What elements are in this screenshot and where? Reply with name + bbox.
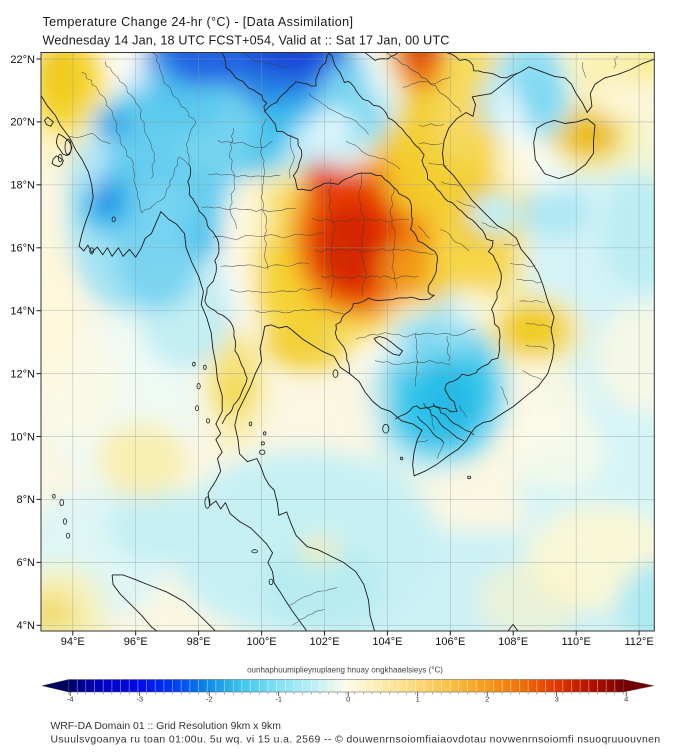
svg-text:0: 0 (346, 695, 350, 704)
svg-text:22°N: 22°N (10, 54, 35, 66)
svg-text:14°N: 14°N (10, 306, 35, 318)
svg-text:4: 4 (624, 695, 628, 704)
svg-text:100°E: 100°E (247, 636, 277, 648)
svg-text:-3: -3 (136, 695, 143, 704)
svg-text:112°E: 112°E (624, 636, 653, 648)
svg-text:Wednesday 14 Jan, 18 UTC FCST+: Wednesday 14 Jan, 18 UTC FCST+054, Valid… (43, 34, 450, 48)
svg-text:94°E: 94°E (61, 636, 85, 648)
svg-text:8°N: 8°N (17, 494, 36, 506)
svg-text:3: 3 (555, 695, 559, 704)
svg-text:4°N: 4°N (17, 620, 36, 632)
svg-text:10°N: 10°N (10, 431, 35, 443)
svg-text:102°E: 102°E (309, 636, 339, 648)
svg-text:110°E: 110°E (562, 636, 591, 648)
svg-text:-1: -1 (275, 695, 282, 704)
svg-text:96°E: 96°E (124, 636, 148, 648)
svg-text:18°N: 18°N (10, 180, 35, 192)
svg-text:12°N: 12°N (10, 368, 35, 380)
svg-text:16°N: 16°N (10, 243, 35, 255)
svg-text:106°E: 106°E (435, 636, 465, 648)
svg-text:ounhaphuumiplieynuplaeng hnuay: ounhaphuumiplieynuplaeng hnuay ongkhaael… (247, 666, 443, 675)
svg-text:6°N: 6°N (17, 557, 36, 569)
svg-text:-2: -2 (206, 695, 213, 704)
svg-text:2: 2 (485, 695, 489, 704)
svg-text:Temperature Change 24-hr (°C): Temperature Change 24-hr (°C) - [Data As… (43, 15, 354, 29)
svg-text:108°E: 108°E (498, 636, 528, 648)
svg-text:-4: -4 (67, 695, 74, 704)
svg-text:98°E: 98°E (187, 636, 211, 648)
svg-text:WRF-DA Domain 01 :: Grid Resol: WRF-DA Domain 01 :: Grid Resolution 9km … (51, 721, 281, 732)
svg-text:104°E: 104°E (372, 636, 402, 648)
svg-text:20°N: 20°N (10, 117, 35, 129)
svg-text:1: 1 (416, 695, 420, 704)
svg-text:Usuulsvgoanya ru toan 01:00u.: Usuulsvgoanya ru toan 01:00u. 5u wq. vi … (51, 735, 661, 746)
